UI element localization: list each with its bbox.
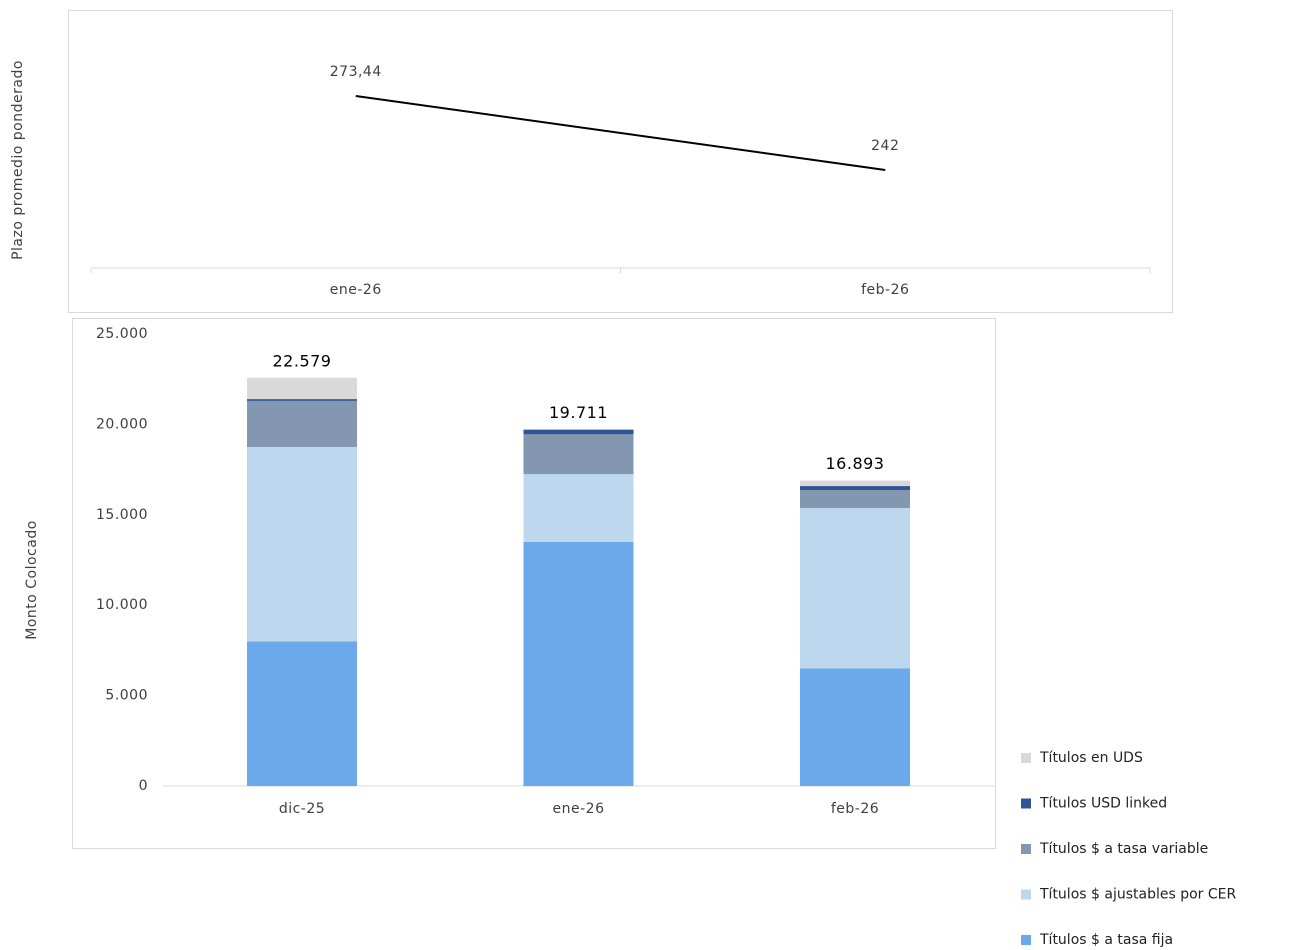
bar-segment [800, 668, 910, 786]
total-label: 22.579 [273, 351, 332, 370]
y-tick-label: 25.000 [96, 326, 148, 342]
total-label: 19.711 [549, 403, 608, 422]
chart-frame [68, 10, 1173, 313]
legend-label: Títulos $ ajustables por CER [1039, 887, 1236, 903]
legend-label: Títulos $ a tasa fija [1039, 932, 1173, 948]
x-tick-label: dic-25 [279, 801, 325, 817]
y-axis-label: Plazo promedio ponderado [10, 60, 26, 260]
legend-swatch [1021, 798, 1031, 809]
bar-segment [800, 480, 910, 487]
bar-segment [800, 486, 910, 491]
total-label: 16.893 [826, 454, 885, 473]
bar-segment [247, 377, 357, 400]
y-tick-label: 5.000 [105, 688, 148, 704]
bar-segment [523, 541, 634, 786]
y-axis-label: Monto Colocado [24, 520, 40, 640]
legend-label: Títulos en UDS [1039, 750, 1143, 766]
chart-frame [72, 318, 996, 849]
line [355, 95, 886, 171]
x-tick-label: feb-26 [861, 282, 909, 298]
x-tick-label: ene-26 [553, 801, 605, 817]
y-tick-label: 10.000 [96, 597, 148, 613]
legend-label: Títulos $ a tasa variable [1039, 841, 1208, 857]
y-tick-label: 15.000 [96, 507, 148, 523]
legend-swatch [1021, 844, 1031, 854]
bar-segment [247, 400, 357, 447]
bar-segment [523, 434, 634, 475]
y-tick-label: 0 [139, 778, 148, 794]
bar-segment [247, 641, 357, 786]
legend-swatch [1021, 753, 1031, 763]
bar-segment [247, 399, 357, 401]
legend-swatch [1021, 935, 1031, 945]
bar-segment [523, 474, 634, 542]
x-tick-label: ene-26 [330, 282, 382, 298]
data-label: 273,44 [330, 64, 382, 80]
legend-swatch [1021, 889, 1031, 900]
y-tick-label: 20.000 [96, 416, 148, 432]
bar-segment [523, 429, 634, 435]
bar-segment [247, 447, 357, 642]
bar-segment [800, 508, 910, 669]
bar-segment [800, 490, 910, 509]
data-label: 242 [871, 138, 899, 154]
legend-label: Títulos USD linked [1039, 796, 1167, 812]
x-tick-label: feb-26 [831, 801, 879, 817]
